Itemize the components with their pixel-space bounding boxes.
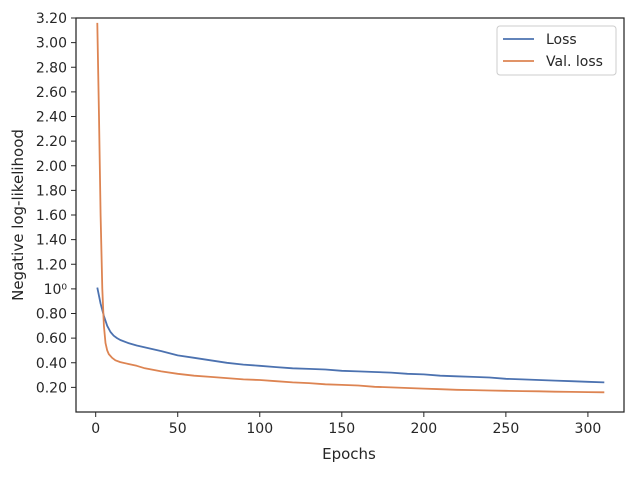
x-tick-label: 0 (91, 421, 100, 437)
y-tick-label: 10⁰ (44, 282, 68, 298)
series-line-val-loss (96, 22, 605, 394)
y-tick-label: 2.20 (36, 134, 67, 150)
y-tick-label: 0.40 (36, 356, 67, 372)
x-tick-label: 100 (246, 421, 273, 437)
y-tick-label: 2.60 (36, 85, 67, 101)
legend: Loss Val. loss (496, 25, 617, 76)
series-line-loss (96, 287, 605, 384)
x-tick-label: 200 (410, 421, 437, 437)
y-tick-label: 1.80 (36, 183, 67, 199)
x-axis-ticks: 0 50 100 150 200 250 300 (91, 412, 601, 437)
y-tick-label: 0.60 (36, 331, 67, 347)
y-tick-label: 1.40 (36, 233, 67, 249)
y-tick-label: 2.40 (36, 110, 67, 126)
y-tick-label: 1.20 (36, 257, 67, 273)
y-tick-label: 3.00 (36, 36, 67, 52)
x-tick-label: 250 (493, 421, 520, 437)
x-axis-label: Epochs (322, 445, 376, 463)
y-tick-label: 0.80 (36, 307, 67, 323)
x-tick-label: 300 (575, 421, 602, 437)
y-tick-label: 2.80 (36, 60, 67, 76)
y-tick-label: 0.20 (36, 380, 67, 396)
y-axis-ticks: 0.20 0.40 0.60 0.80 10⁰ 1.20 1.40 1.60 1.80 2.00 2… (36, 11, 76, 396)
series-layer (96, 22, 605, 394)
legend-label-loss: Loss (546, 32, 577, 48)
x-tick-label: 50 (169, 421, 187, 437)
y-axis-label: Negative log-likelihood (9, 129, 27, 301)
x-tick-label: 150 (328, 421, 355, 437)
y-tick-label: 1.60 (36, 208, 67, 224)
legend-label-val-loss: Val. loss (546, 54, 603, 70)
y-tick-label: 2.00 (36, 159, 67, 175)
y-tick-label: 3.20 (36, 11, 67, 27)
